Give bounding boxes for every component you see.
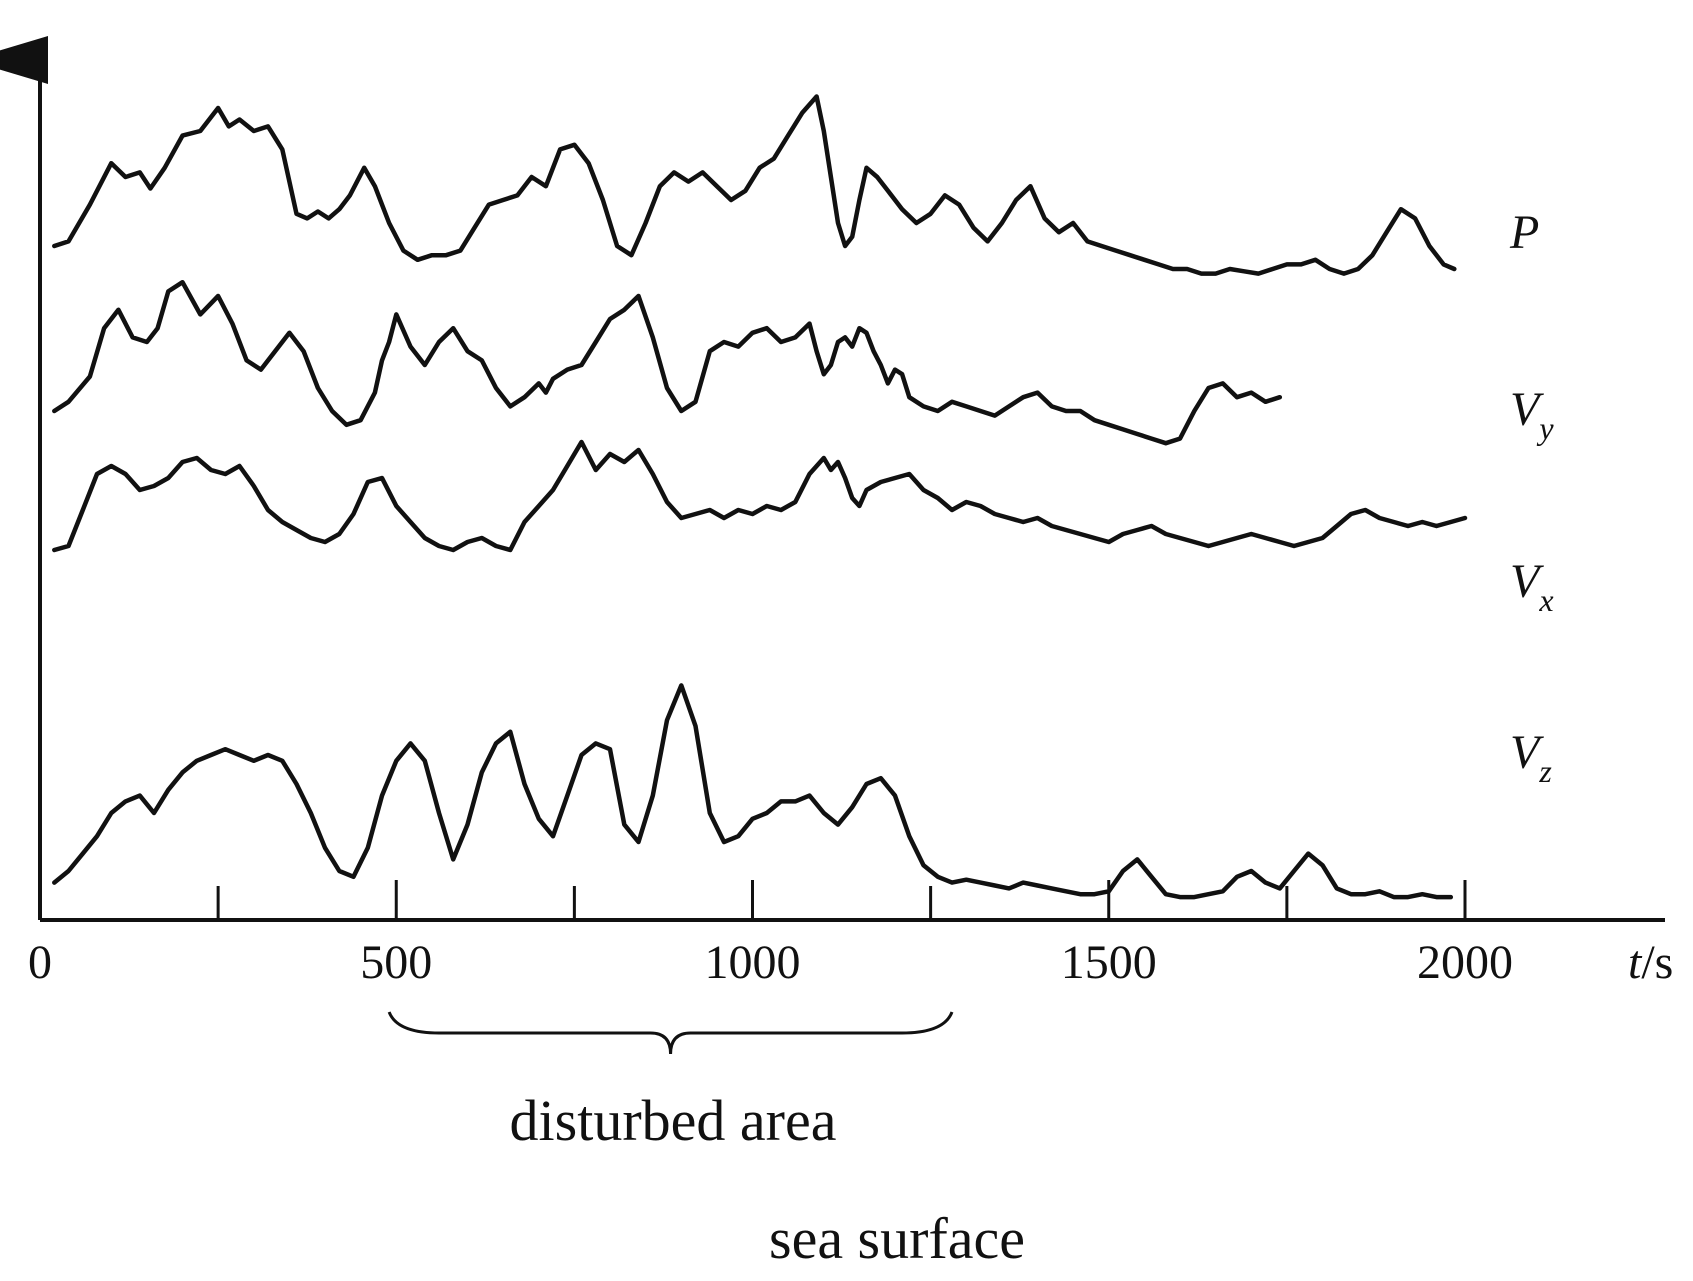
x-tick-label: 500 <box>360 936 432 989</box>
series-label-vx: Vx <box>1510 555 1554 618</box>
x-axis-variable: t <box>1628 936 1643 989</box>
disturbed-area-bracket <box>387 1011 954 1055</box>
x-axis-unit: /s <box>1641 936 1673 989</box>
x-tick-label: 1500 <box>1061 936 1157 989</box>
series-labels: P Vy Vx Vz <box>1509 206 1554 789</box>
x-axis-title: t/s <box>1628 936 1673 989</box>
series-label-vy: Vy <box>1510 383 1554 446</box>
x-axis-ticks: 0 500 1000 1500 2000 <box>28 880 1513 989</box>
disturbed-area-label: disturbed area <box>510 1088 837 1153</box>
series-label-vz: Vz <box>1510 726 1552 789</box>
x-tick-label: 0 <box>28 936 52 989</box>
series-label-p: P <box>1509 206 1539 259</box>
series-line-vz <box>52 683 1454 900</box>
x-tick-label: 2000 <box>1417 936 1513 989</box>
x-tick-label: 1000 <box>705 936 801 989</box>
series-line-p <box>52 94 1457 276</box>
series-line-vx <box>52 439 1468 553</box>
sea-surface-label: sea surface <box>769 1206 1025 1271</box>
series-traces <box>52 94 1468 900</box>
series-line-vy <box>52 279 1283 446</box>
